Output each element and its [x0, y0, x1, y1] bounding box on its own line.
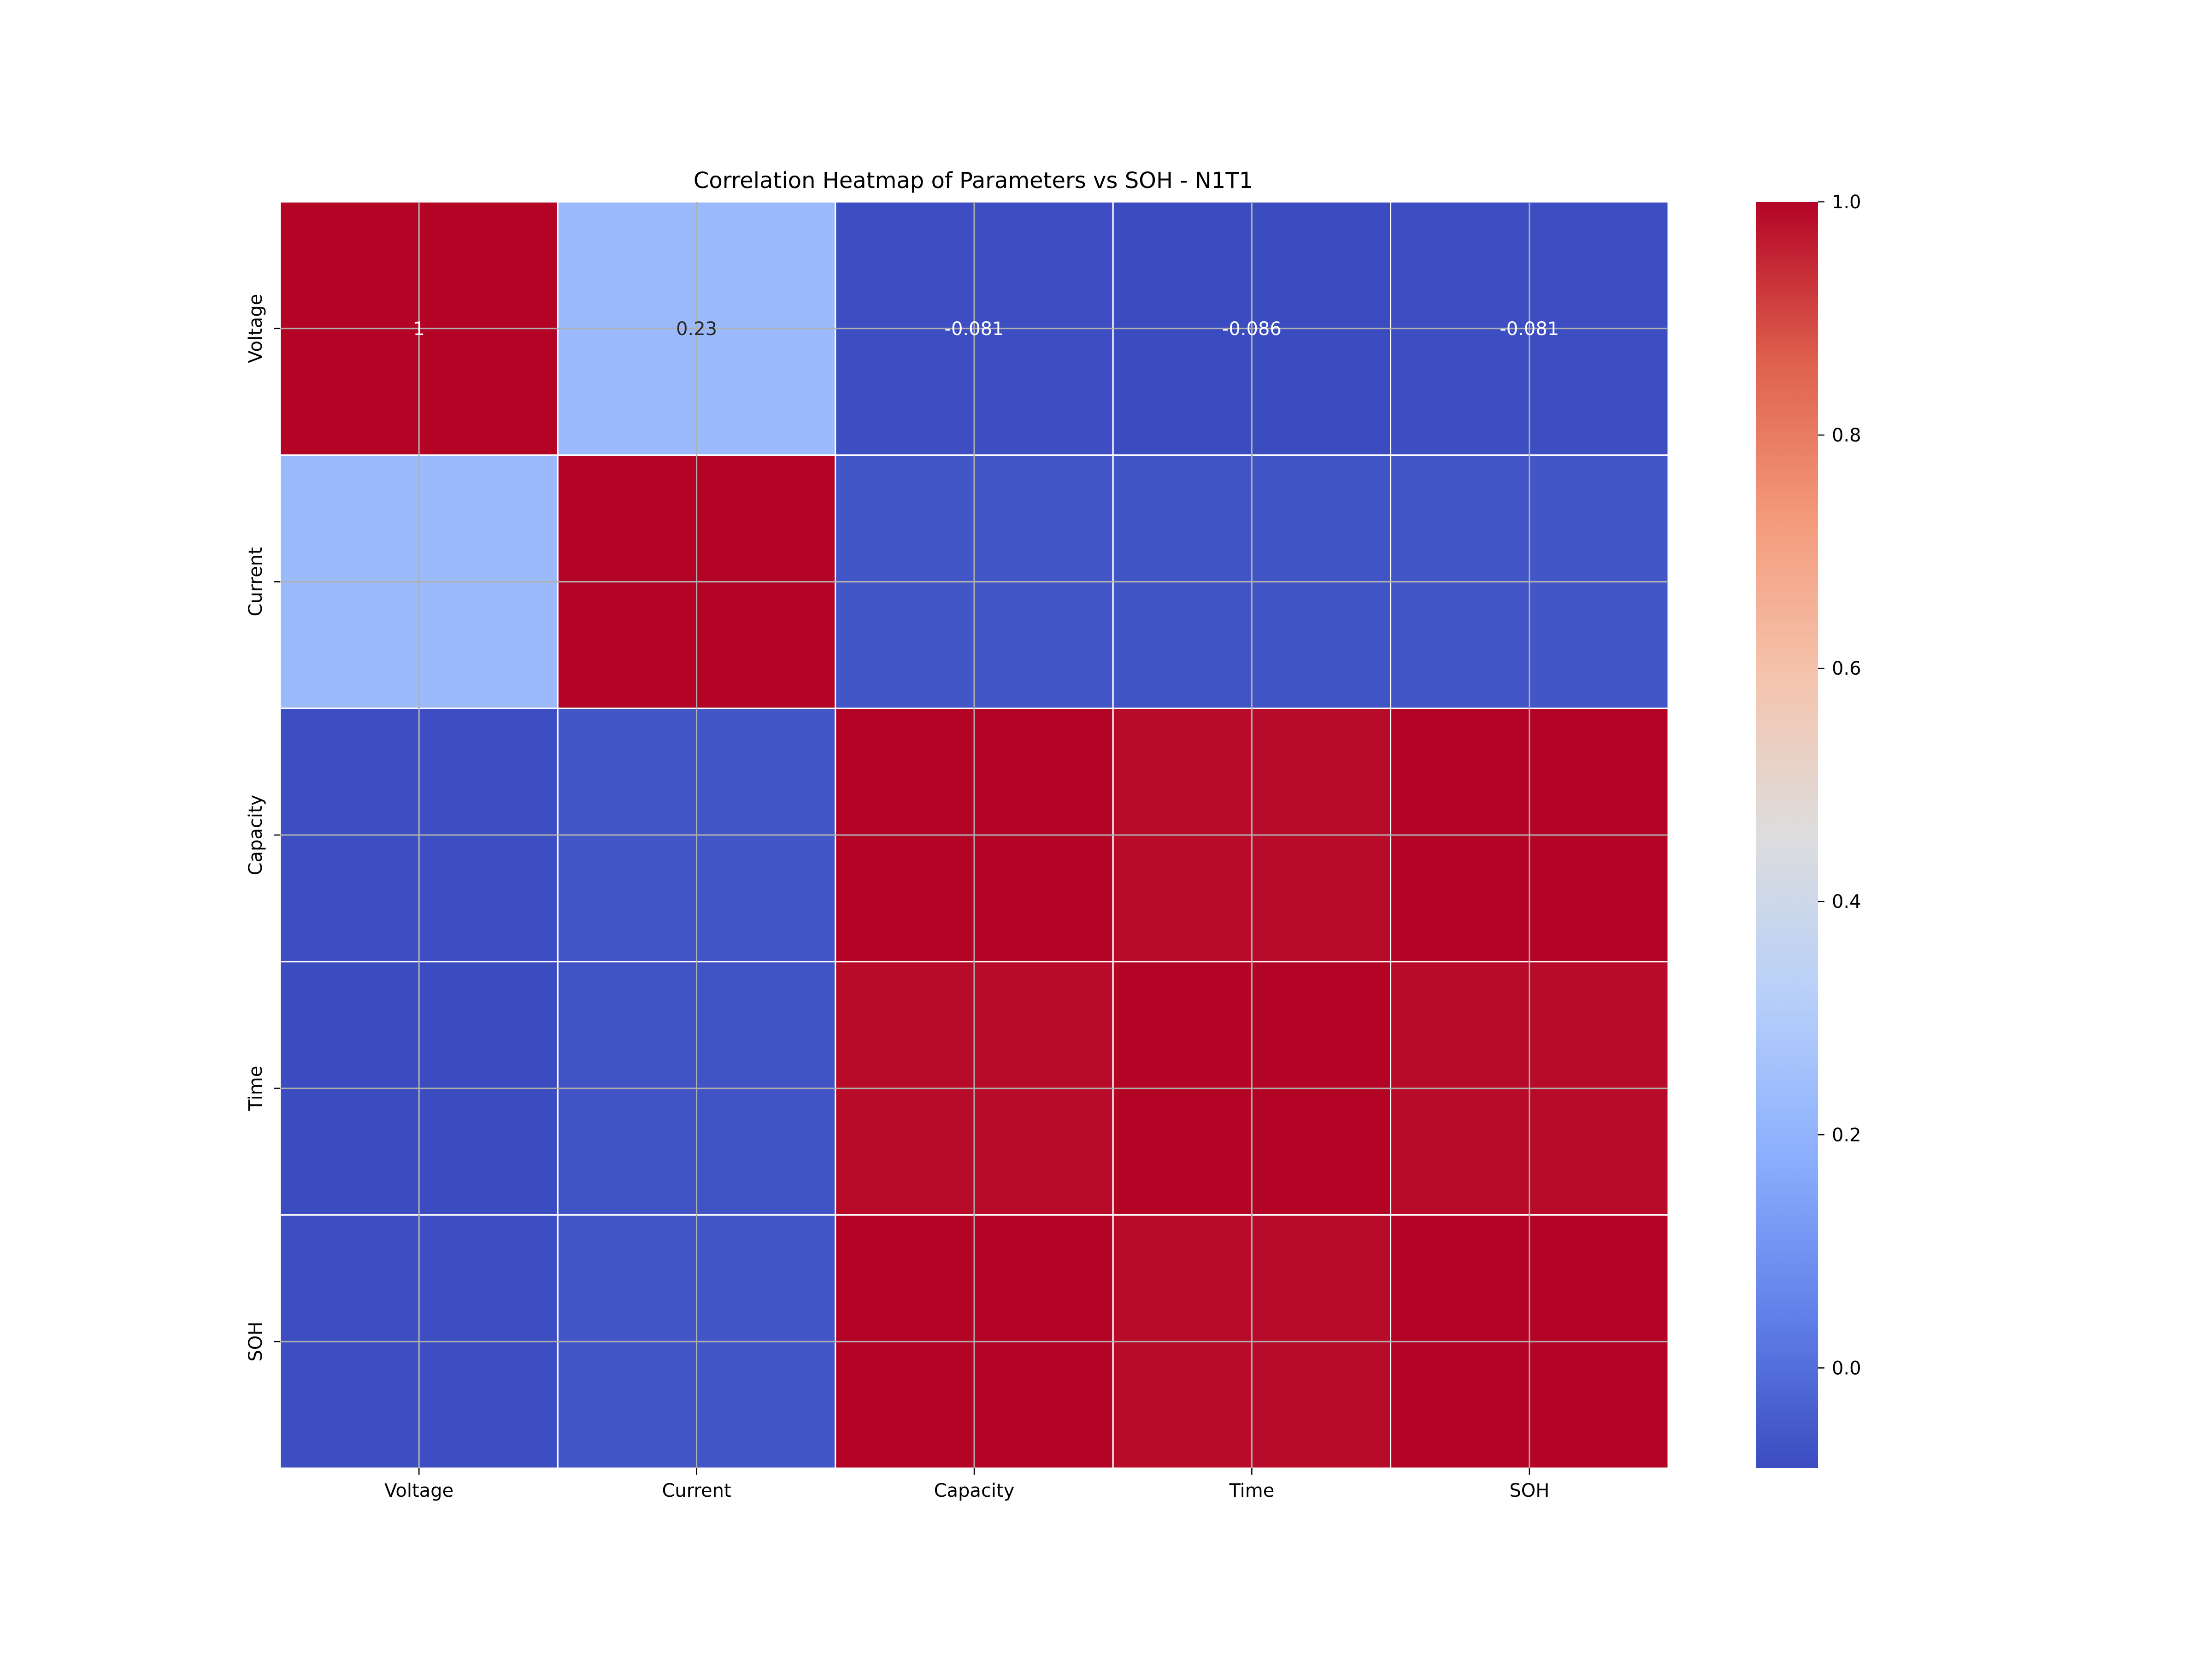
colorbar-tick-label: 1.0	[1832, 192, 1861, 213]
colorbar	[1756, 202, 1818, 1468]
cell-annotation: -0.081	[945, 318, 1004, 340]
y-tick-label: Capacity	[245, 795, 266, 876]
x-tick-label: Capacity	[934, 1480, 1015, 1501]
y-tick-label: Voltage	[245, 294, 266, 363]
y-tick-label: Current	[245, 547, 266, 616]
colorbar-tick-label: 0.0	[1832, 1358, 1861, 1379]
chart-title: Correlation Heatmap of Parameters vs SOH…	[694, 168, 1253, 194]
y-axis-ticks: Voltage Current Capacity Time SOH	[245, 294, 280, 1362]
colorbar-tick-label: 0.8	[1832, 425, 1861, 446]
heatmap-annotations: 1 0.23 -0.081 -0.086 -0.081	[413, 318, 1559, 340]
x-tick-label: Time	[1229, 1480, 1274, 1501]
cell-annotation: -0.086	[1222, 318, 1282, 340]
x-tick-label: SOH	[1509, 1480, 1549, 1501]
cell-annotation: -0.081	[1500, 318, 1559, 340]
x-tick-label: Voltage	[384, 1480, 453, 1501]
x-axis-ticks: Voltage Current Capacity Time SOH	[384, 1468, 1549, 1501]
heatmap-gridlines	[280, 202, 1668, 1468]
colorbar-tick-label: 0.4	[1832, 891, 1861, 912]
colorbar-tick-label: 0.2	[1832, 1124, 1861, 1146]
colorbar-ticks: 0.0 0.2 0.4 0.6 0.8 1.0	[1818, 192, 1861, 1379]
cell-annotation: 1	[413, 318, 424, 340]
y-tick-label: SOH	[245, 1322, 266, 1362]
y-tick-label: Time	[245, 1066, 266, 1112]
colorbar-tick-label: 0.6	[1832, 658, 1861, 679]
x-tick-label: Current	[662, 1480, 731, 1501]
cell-annotation: 0.23	[676, 318, 717, 340]
